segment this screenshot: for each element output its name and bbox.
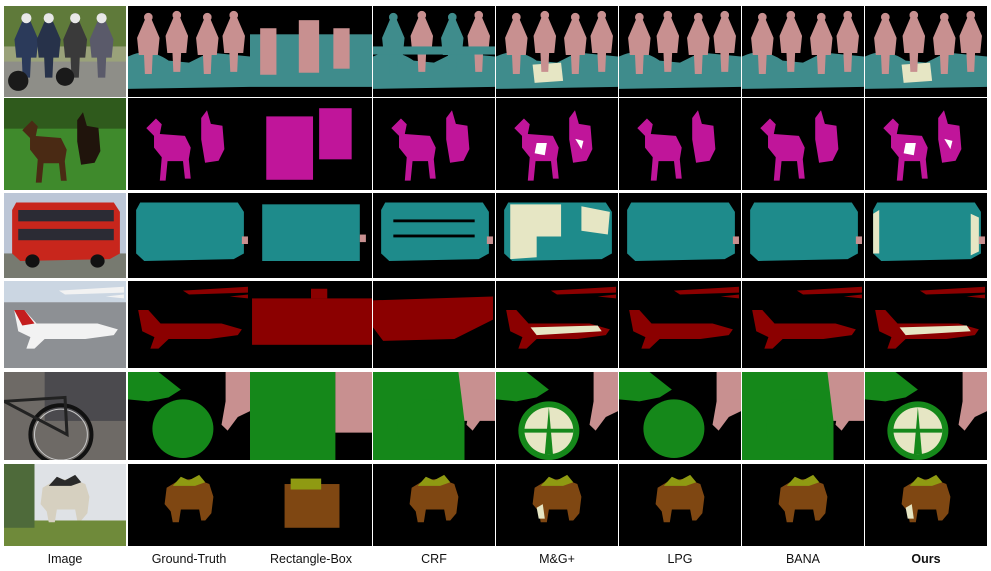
mask-horse-6 (742, 98, 864, 190)
mask-person-motorbike-4 (496, 6, 618, 97)
mask-aeroplane-4 (496, 281, 618, 368)
column-label: BANA (785, 552, 821, 566)
mask-bicycle-3 (373, 372, 495, 460)
mask-person-motorbike-6 (742, 6, 864, 97)
input-photo-bicycle (4, 372, 126, 460)
input-photo-aeroplane (4, 281, 126, 368)
mask-bicycle-7 (865, 372, 987, 460)
mask-bicycle-2 (250, 372, 372, 460)
mask-person-motorbike-2 (250, 6, 372, 97)
mask-aeroplane-1 (128, 281, 250, 368)
mask-aeroplane-6 (742, 281, 864, 368)
input-photo-horse (4, 98, 126, 190)
mask-person-motorbike-3 (373, 6, 495, 97)
mask-bus-7 (865, 193, 987, 278)
mask-aeroplane-5 (619, 281, 741, 368)
mask-bus-2 (250, 193, 372, 278)
mask-bicycle-4 (496, 372, 618, 460)
mask-sheep-1 (128, 464, 250, 546)
input-photo-person-motorbike (4, 6, 126, 97)
column-label: LPG (667, 552, 693, 566)
mask-sheep-5 (619, 464, 741, 546)
column-label: M&G+ (539, 552, 575, 566)
mask-sheep-7 (865, 464, 987, 546)
mask-bicycle-1 (128, 372, 250, 460)
column-label: Ours (911, 552, 941, 566)
mask-horse-2 (250, 98, 372, 190)
mask-horse-4 (496, 98, 618, 190)
column-label: CRF (421, 552, 447, 566)
column-label: Ground-Truth (151, 552, 227, 566)
mask-horse-1 (128, 98, 250, 190)
mask-bus-5 (619, 193, 741, 278)
mask-person-motorbike-1 (128, 6, 250, 97)
mask-sheep-6 (742, 464, 864, 546)
mask-horse-3 (373, 98, 495, 190)
mask-bus-6 (742, 193, 864, 278)
mask-aeroplane-7 (865, 281, 987, 368)
input-photo-bus (4, 193, 126, 278)
input-photo-sheep (4, 464, 126, 546)
column-label: Rectangle-Box (270, 552, 352, 566)
mask-sheep-4 (496, 464, 618, 546)
mask-bus-1 (128, 193, 250, 278)
mask-sheep-2 (250, 464, 372, 546)
mask-aeroplane-3 (373, 281, 495, 368)
mask-horse-7 (865, 98, 987, 190)
mask-horse-5 (619, 98, 741, 190)
mask-sheep-3 (373, 464, 495, 546)
mask-bus-3 (373, 193, 495, 278)
mask-aeroplane-2 (250, 281, 372, 368)
mask-bus-4 (496, 193, 618, 278)
mask-person-motorbike-7 (865, 6, 987, 97)
column-label: Image (47, 552, 83, 566)
mask-person-motorbike-5 (619, 6, 741, 97)
mask-bicycle-5 (619, 372, 741, 460)
mask-bicycle-6 (742, 372, 864, 460)
